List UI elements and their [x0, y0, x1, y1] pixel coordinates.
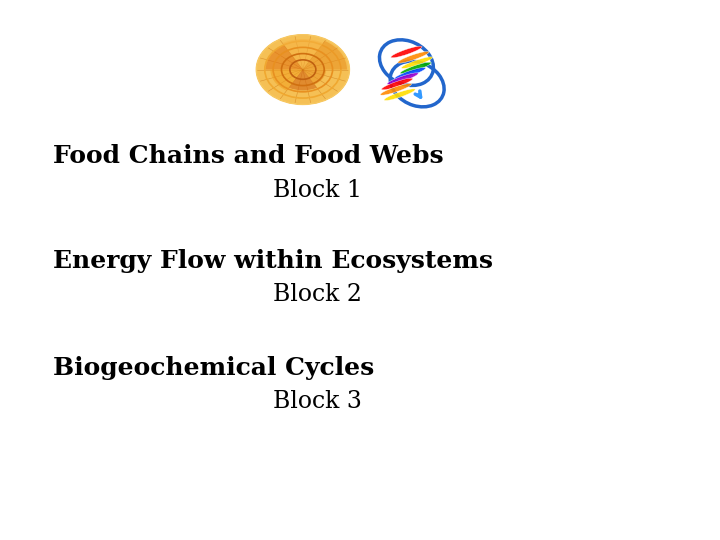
Ellipse shape	[382, 78, 413, 90]
Wedge shape	[289, 70, 317, 90]
Ellipse shape	[384, 89, 415, 100]
Ellipse shape	[400, 62, 431, 74]
Text: Block 3: Block 3	[273, 390, 361, 413]
Circle shape	[256, 35, 349, 104]
Wedge shape	[266, 45, 303, 70]
Wedge shape	[303, 70, 326, 85]
Ellipse shape	[391, 46, 422, 58]
Text: Energy Flow within Ecosystems: Energy Flow within Ecosystems	[53, 248, 492, 273]
Wedge shape	[303, 41, 347, 70]
Ellipse shape	[380, 84, 412, 95]
Ellipse shape	[397, 51, 429, 63]
Ellipse shape	[387, 73, 418, 85]
Ellipse shape	[402, 57, 433, 69]
Text: Food Chains and Food Webs: Food Chains and Food Webs	[53, 144, 444, 168]
Ellipse shape	[395, 68, 426, 79]
Text: Biogeochemical Cycles: Biogeochemical Cycles	[53, 355, 374, 380]
Wedge shape	[270, 70, 303, 91]
Wedge shape	[282, 39, 323, 70]
Text: Block 1: Block 1	[273, 179, 361, 202]
Text: Block 2: Block 2	[273, 284, 361, 306]
